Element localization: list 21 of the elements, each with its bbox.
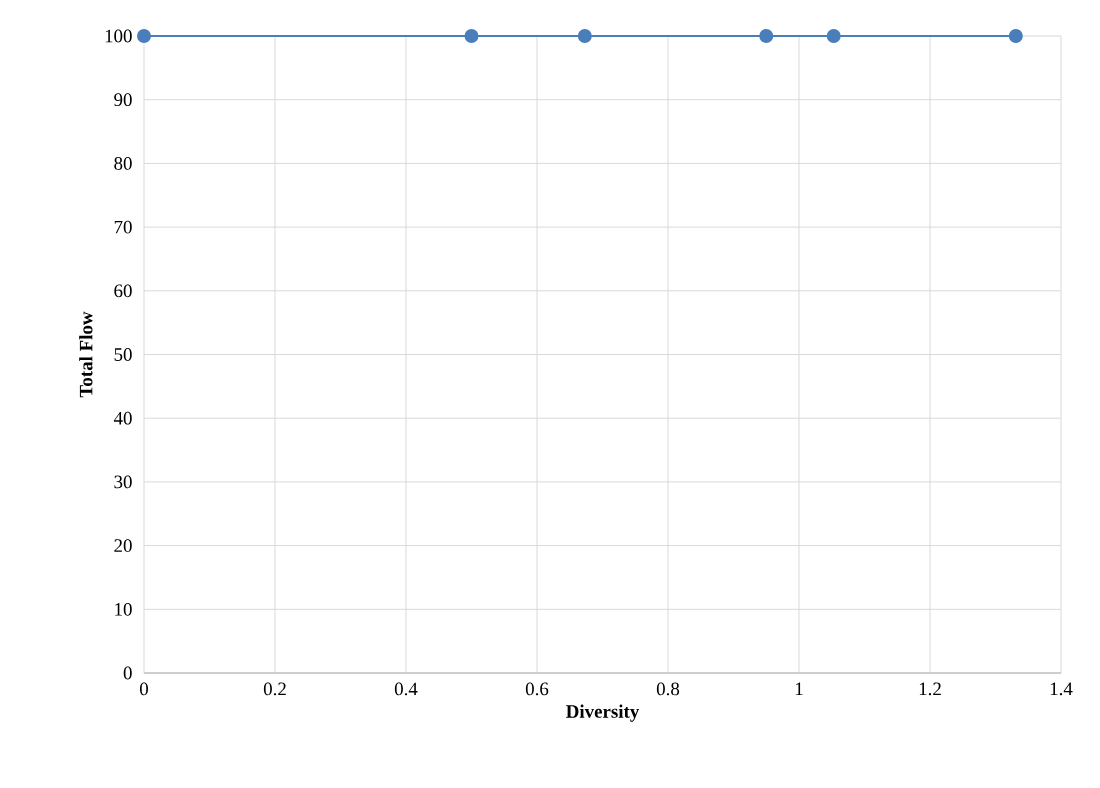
x-tick-label: 0.8 [656,682,680,696]
y-tick-label: 50 [114,348,132,361]
y-tick-label: 40 [113,411,132,425]
y-tick-label: 10 [115,602,132,616]
y-tick-label: 90 [114,93,132,107]
x-tick-label: 0.6 [525,682,549,696]
x-tick-label: 1.2 [919,682,941,696]
y-tick-label: 20 [114,539,132,552]
x-tick-label: 0 [139,682,148,696]
x-tick-label: 0.2 [263,682,286,696]
y-tick-label: 0 [123,666,132,680]
x-tick-label: 0.4 [394,682,418,696]
x-axis-title: Diversity [566,704,640,722]
y-tick-label: 100 [105,29,132,43]
y-tick-label: 30 [114,475,132,489]
x-tick-label: 1.4 [1050,682,1073,696]
y-tick-label: 60 [114,284,132,298]
y-tick-label: 70 [114,220,132,234]
x-tick-label: 1 [795,682,803,696]
y-tick-label: 80 [114,157,132,170]
y-axis-title: Total Flow [79,311,93,398]
